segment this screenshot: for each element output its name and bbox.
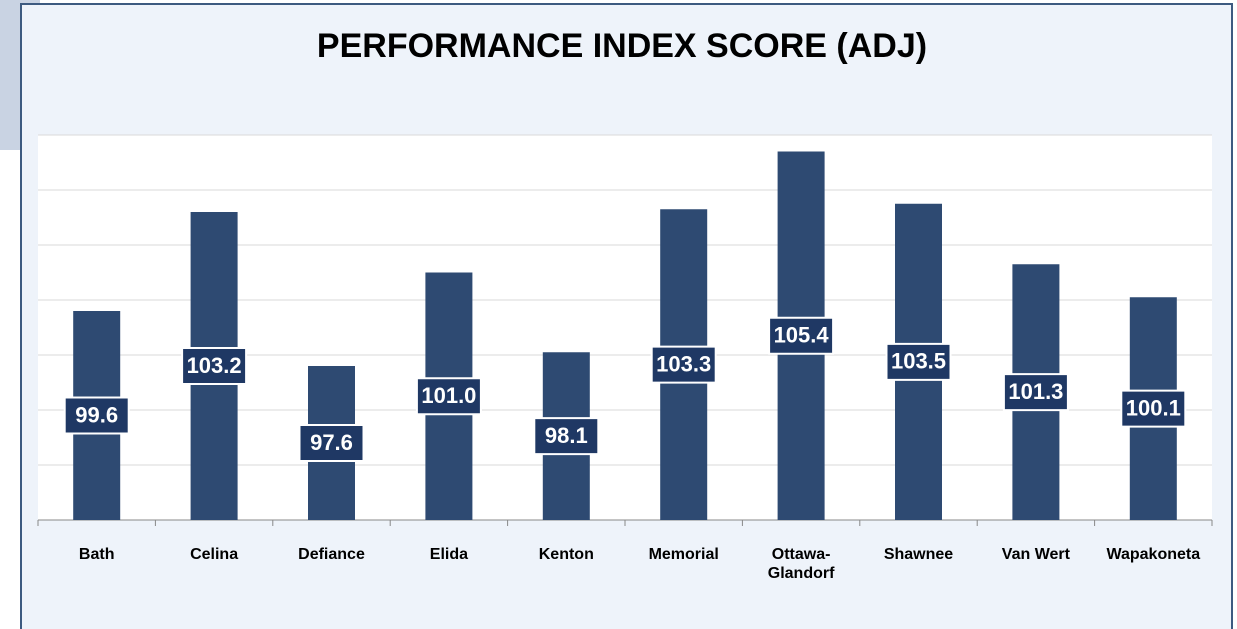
- x-tick-label: Celina: [190, 546, 239, 563]
- data-label: 103.2: [187, 353, 242, 378]
- data-label: 103.5: [891, 349, 946, 374]
- x-tick-label: Memorial: [648, 546, 719, 563]
- data-label: 97.6: [310, 430, 353, 455]
- data-label-box: [533, 417, 600, 456]
- x-tick-label: Van Wert: [1001, 546, 1070, 563]
- chart-title: PERFORMANCE INDEX SCORE (ADJ): [317, 27, 927, 65]
- data-label: 101.0: [421, 383, 476, 408]
- x-tick-label: Shawnee: [883, 546, 954, 563]
- data-label: 105.4: [774, 323, 830, 348]
- data-label-box: [181, 347, 248, 385]
- data-label-box: [415, 377, 482, 416]
- data-label: 99.6: [75, 402, 118, 427]
- data-label-box: [63, 396, 130, 435]
- data-label: 100.1: [1126, 395, 1181, 420]
- data-label-box: [650, 345, 717, 384]
- x-tick-label: Wapakoneta: [1106, 546, 1201, 563]
- x-tick-label: Kenton: [538, 546, 594, 563]
- data-label-box: [1120, 389, 1187, 428]
- x-tick-label: Elida: [429, 546, 468, 563]
- data-label-box: [885, 342, 952, 381]
- data-label-box: [298, 424, 365, 462]
- data-label: 98.1: [545, 423, 588, 448]
- x-tick-label: Ottawa-Glandorf: [767, 546, 835, 582]
- data-label-box: [1002, 373, 1069, 412]
- x-tick-label: Bath: [78, 546, 115, 563]
- x-tick-label: Defiance: [298, 546, 365, 563]
- data-label: 101.3: [1008, 379, 1063, 404]
- data-label: 103.3: [656, 351, 711, 376]
- data-label-box: [768, 316, 835, 355]
